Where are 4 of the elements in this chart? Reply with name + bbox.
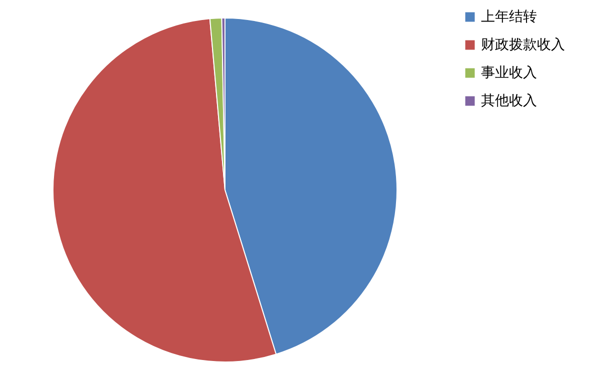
- legend-label: 其他收入: [481, 93, 537, 109]
- legend-label: 事业收入: [481, 65, 537, 81]
- legend-label: 上年结转: [481, 9, 537, 25]
- legend-label: 财政拨款收入: [481, 37, 565, 53]
